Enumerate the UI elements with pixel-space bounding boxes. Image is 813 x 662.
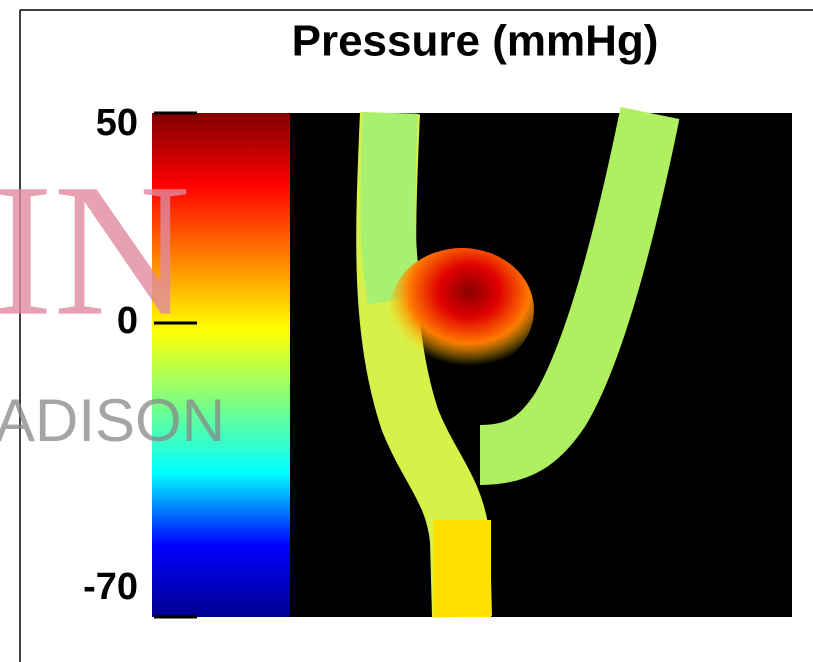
chart-title: Pressure (mmHg)	[292, 17, 659, 66]
watermark-large: IN	[0, 146, 190, 356]
colorbar-tick-label: -70	[83, 566, 138, 608]
colorbar-tick-label: 50	[96, 102, 138, 144]
figure: Pressure (mmHg) -70050 IN ADISON	[0, 0, 813, 662]
watermark-small: ADISON	[0, 387, 225, 454]
